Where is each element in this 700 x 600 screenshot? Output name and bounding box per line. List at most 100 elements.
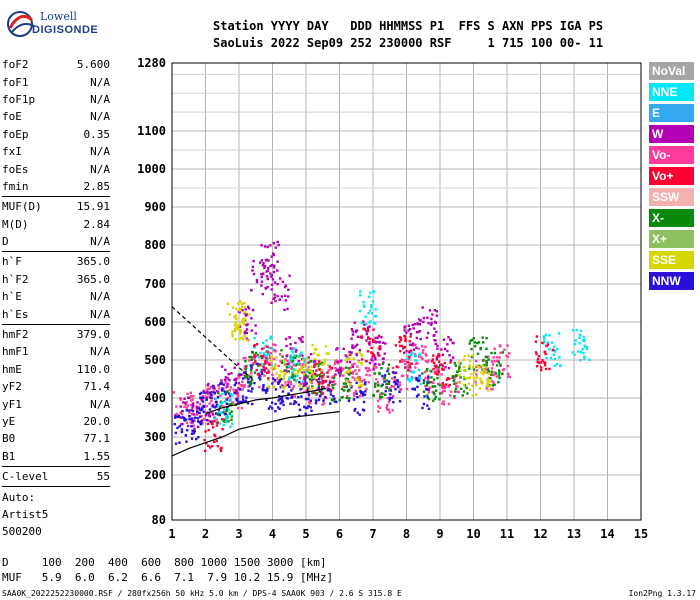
scatter-point (289, 402, 292, 405)
scatter-point (405, 349, 408, 353)
scatter-point (270, 337, 273, 340)
scatter-point (365, 373, 368, 377)
scatter-point (223, 390, 227, 393)
scatter-point (231, 394, 234, 397)
scatter-point (408, 362, 411, 365)
scatter-point (363, 393, 367, 396)
scatter-point (455, 384, 458, 387)
scatter-point (322, 362, 326, 366)
scatter-point (196, 416, 199, 420)
scatter-point (280, 386, 284, 389)
scatter-point (292, 385, 296, 388)
scatter-point (243, 334, 246, 337)
scatter-point (369, 320, 372, 323)
y-tick-label: 1000 (137, 162, 166, 176)
scatter-point (298, 377, 302, 380)
scatter-point (398, 336, 401, 339)
scatter-point (370, 346, 373, 350)
scatter-point (261, 264, 265, 267)
scatter-point (246, 323, 249, 326)
scatter-point (226, 302, 229, 305)
scatter-point (280, 361, 284, 364)
scatter-point (360, 358, 364, 361)
param-value: 2.85 (83, 179, 111, 193)
scatter-point (301, 340, 304, 343)
scatter-point (447, 366, 451, 370)
scatter-point (243, 335, 247, 338)
scatter-point (317, 377, 321, 381)
scatter-point (307, 366, 310, 369)
scatter-point (414, 354, 417, 358)
scatter-point (364, 315, 367, 318)
scatter-point (373, 354, 376, 357)
scatter-point (468, 388, 472, 391)
scatter-point (238, 332, 242, 336)
scatter-point (212, 403, 215, 407)
scatter-point (361, 408, 365, 411)
scatter-point (491, 380, 494, 383)
scatter-point (400, 358, 404, 361)
scatter-point (320, 377, 324, 381)
scatter-point (371, 312, 374, 315)
scatter-point (213, 387, 216, 390)
param-row-fof1p: foF1p N/A (2, 91, 110, 108)
scatter-point (272, 270, 276, 274)
scatter-point (272, 386, 275, 389)
scatter-point (349, 353, 352, 357)
scatter-point (578, 336, 581, 339)
x-tick-label: 1 (168, 527, 175, 541)
scatter-point (246, 378, 250, 381)
scatter-point (473, 371, 476, 374)
scatter-point (477, 341, 481, 344)
scatter-point (313, 376, 317, 380)
scatter-point (250, 317, 253, 320)
scatter-point (499, 363, 502, 366)
scatter-point (295, 381, 298, 384)
scatter-point (350, 386, 353, 389)
scatter-point (346, 353, 350, 357)
scatter-point (534, 351, 538, 354)
scatter-point (426, 360, 429, 364)
scatter-point (350, 328, 354, 331)
scatter-point (300, 367, 303, 370)
scatter-point (313, 365, 316, 369)
scatter-point (311, 387, 314, 390)
scatter-point (371, 354, 374, 357)
scatter-point (434, 389, 438, 392)
scatter-point (426, 379, 430, 382)
scatter-point (231, 333, 234, 336)
scatter-point (184, 418, 188, 421)
scatter-point (312, 352, 316, 355)
scatter-point (186, 392, 189, 396)
scatter-point (484, 355, 488, 358)
scatter-point (425, 336, 429, 339)
scatter-point (276, 377, 279, 380)
scatter-point (475, 373, 478, 376)
scatter-point (424, 354, 428, 357)
scatter-point (387, 382, 391, 385)
scatter-point (244, 356, 247, 360)
scatter-point (301, 371, 304, 374)
scatter-point (185, 440, 188, 443)
scatter-point (374, 358, 377, 361)
param-key: C-level (2, 470, 49, 484)
param-key: B0 (2, 432, 16, 446)
scatter-point (251, 402, 254, 406)
scatter-point (360, 335, 363, 338)
scatter-point (426, 404, 429, 407)
param-key: foF1 (2, 75, 29, 89)
scatter-point (475, 383, 478, 387)
scatter-point (451, 375, 455, 378)
scatter-point (306, 387, 310, 390)
scatter-point (435, 358, 439, 361)
scatter-point (291, 370, 294, 374)
scatter-point (367, 337, 370, 340)
scatter-point (228, 394, 232, 398)
scatter-point (421, 306, 424, 309)
scatter-point (430, 323, 433, 326)
scatter-point (576, 350, 580, 353)
scatter-point (367, 312, 370, 315)
scatter-point (425, 380, 429, 384)
scatter-point (322, 399, 325, 403)
scatter-point (358, 380, 361, 384)
